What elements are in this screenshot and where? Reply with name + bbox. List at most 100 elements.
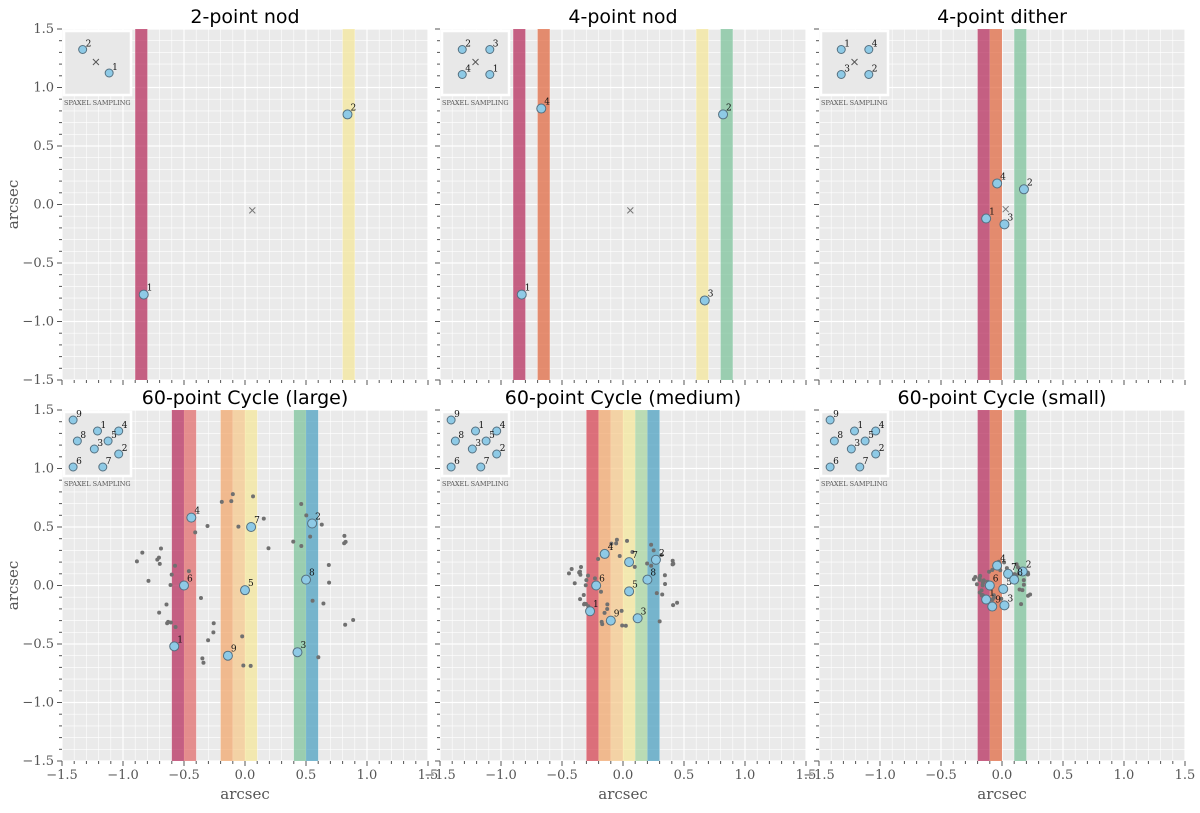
- sample-dot: [657, 619, 662, 624]
- inset-point-label: 3: [97, 439, 103, 449]
- dither-point: [240, 585, 250, 596]
- slit-band: [623, 410, 636, 761]
- slit-band: [635, 410, 648, 761]
- sample-dot: [168, 582, 173, 587]
- panel-title: 60-point Cycle (large): [142, 387, 348, 409]
- dither-point: [186, 512, 197, 523]
- inset-point: [485, 45, 495, 54]
- sample-dot: [675, 600, 680, 605]
- dither-point-label: 4: [544, 98, 550, 108]
- sample-dot: [158, 546, 163, 551]
- sample-dot: [654, 591, 659, 596]
- dither-point: [981, 594, 992, 605]
- inset-point-label: 3: [844, 65, 850, 75]
- sample-dot: [620, 623, 625, 628]
- inset-point: [864, 70, 874, 79]
- slit-band: [135, 29, 148, 380]
- inset-point: [446, 462, 456, 472]
- inset-label: SPAXEL SAMPLING: [64, 99, 131, 107]
- inset-point: [829, 436, 839, 446]
- sample-dot: [211, 630, 216, 635]
- slit-band: [220, 410, 233, 761]
- sample-dot: [1019, 602, 1024, 607]
- dither-point-label: 3: [641, 607, 647, 617]
- sample-dot: [999, 596, 1004, 601]
- inset-label: SPAXEL SAMPLING: [821, 480, 888, 488]
- sample-dot: [248, 663, 253, 668]
- dither-point-label: 6: [599, 575, 605, 585]
- inset-point: [492, 449, 502, 459]
- inset-point: [864, 45, 874, 54]
- dither-point-label: 6: [993, 575, 999, 585]
- inset-point: [481, 436, 491, 446]
- slit-band: [647, 410, 660, 761]
- dither-point-label: 7: [254, 516, 260, 526]
- dither-point-label: 2: [1026, 560, 1032, 570]
- dither-point-label: 2: [659, 549, 665, 559]
- sample-dot: [651, 548, 656, 553]
- dither-point: [169, 641, 180, 652]
- sample-dot: [173, 625, 178, 630]
- sample-dot: [299, 543, 304, 548]
- inset-point-label: 8: [458, 431, 464, 441]
- sample-dot: [351, 617, 356, 622]
- slit-band: [306, 410, 319, 761]
- sample-dot: [1002, 560, 1007, 565]
- slit-band: [513, 29, 526, 380]
- dither-point-label: 2: [726, 103, 732, 113]
- sample-dot: [164, 602, 169, 607]
- x-tick-label: 0.5: [674, 768, 695, 783]
- inset-point: [104, 68, 114, 78]
- inset-point: [825, 462, 835, 472]
- dither-point: [536, 103, 547, 114]
- slit-band: [1014, 29, 1027, 380]
- slit-band: [171, 410, 184, 761]
- dither-point: [981, 213, 992, 224]
- inset-point: [93, 426, 102, 436]
- dither-point-label: 1: [177, 635, 183, 645]
- sample-dot: [670, 558, 675, 563]
- dither-point: [301, 574, 311, 585]
- inset-point: [846, 444, 856, 454]
- inset-point-label: 3: [475, 439, 481, 449]
- dither-point: [585, 606, 596, 617]
- x-tick-label: 0.0: [613, 768, 634, 783]
- inset-label: SPAXEL SAMPLING: [821, 99, 888, 107]
- x-axis-label: arcsec: [977, 785, 1027, 803]
- sample-dot: [251, 494, 256, 499]
- sample-dot: [173, 563, 178, 568]
- x-tick-label: −0.5: [168, 768, 200, 783]
- x-tick-label: −1.0: [485, 768, 517, 783]
- sample-dot: [140, 550, 145, 555]
- sample-dot: [649, 563, 654, 568]
- x-tick-label: 1.5: [418, 768, 439, 783]
- dither-point-label: 1: [525, 284, 531, 294]
- sample-dot: [617, 554, 622, 559]
- ticks: [57, 28, 429, 385]
- inset-point-label: 7: [106, 457, 112, 467]
- dither-point: [1009, 574, 1020, 585]
- inset-point-label: 9: [76, 410, 82, 420]
- dither-point-label: 7: [1011, 563, 1017, 573]
- sample-dot: [614, 541, 619, 546]
- inset-point-label: 4: [122, 421, 128, 431]
- sample-dot: [266, 546, 271, 551]
- x-tick-label: −1.5: [803, 768, 835, 783]
- sample-dot: [319, 522, 324, 527]
- panel-title: 4-point dither: [937, 6, 1067, 28]
- panel-title: 60-point Cycle (medium): [505, 387, 741, 409]
- inset-label: SPAXEL SAMPLING: [64, 480, 131, 488]
- sample-dot: [623, 623, 628, 628]
- sample-dot: [578, 572, 583, 577]
- inset-point-label: 2: [879, 444, 885, 454]
- sample-dot: [211, 621, 216, 626]
- panel: 1 2 3 4 1 2 3 4 SPAXEL SAMPLING 4-point nod: [435, 6, 807, 385]
- sample-dot: [977, 577, 982, 582]
- slit-bands: [977, 29, 1027, 380]
- x-tick-label: 1.0: [735, 768, 756, 783]
- sample-dot: [581, 592, 586, 597]
- inset-point: [89, 444, 99, 454]
- inset-point-label: 8: [837, 431, 843, 441]
- inset-point-label: 8: [80, 431, 86, 441]
